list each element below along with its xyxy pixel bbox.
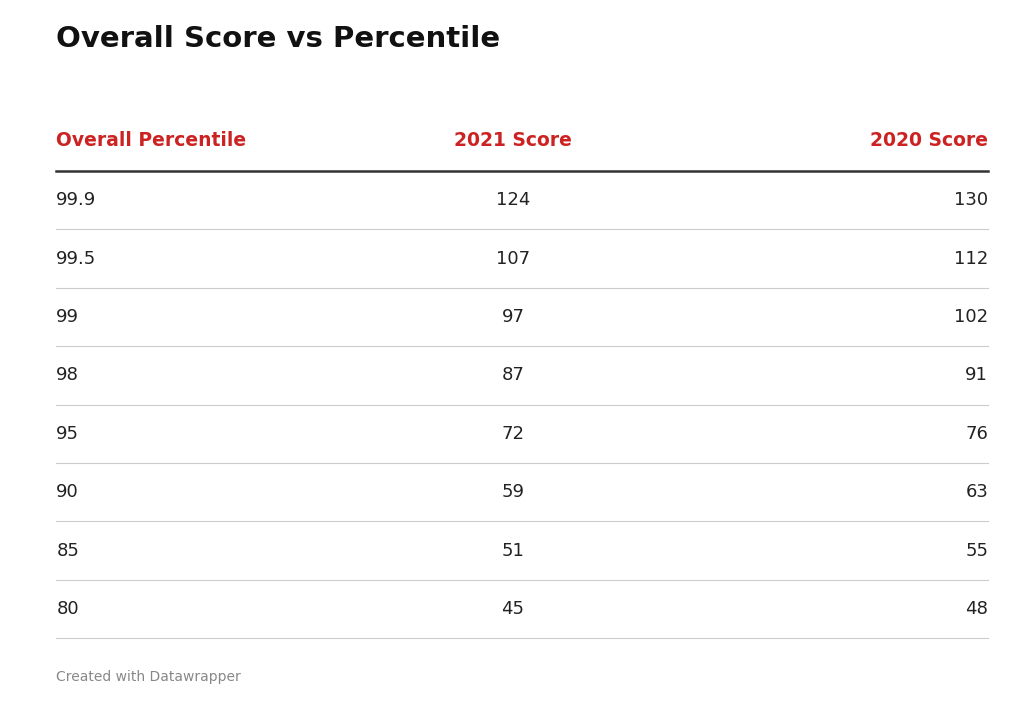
Text: 97: 97 [502, 308, 524, 326]
Text: 72: 72 [502, 425, 524, 443]
Text: 102: 102 [954, 308, 988, 326]
Text: 2020 Score: 2020 Score [870, 131, 988, 150]
Text: 48: 48 [966, 600, 988, 618]
Text: 90: 90 [56, 483, 79, 501]
Text: 55: 55 [966, 542, 988, 560]
Text: 91: 91 [966, 366, 988, 384]
Text: 87: 87 [502, 366, 524, 384]
Text: Created with Datawrapper: Created with Datawrapper [56, 670, 241, 684]
Text: 80: 80 [56, 600, 79, 618]
Text: 98: 98 [56, 366, 79, 384]
Text: 124: 124 [496, 191, 530, 210]
Text: 107: 107 [496, 250, 530, 267]
Text: 59: 59 [502, 483, 524, 501]
Text: 63: 63 [966, 483, 988, 501]
Text: 99.9: 99.9 [56, 191, 96, 210]
Text: 51: 51 [502, 542, 524, 560]
Text: 112: 112 [954, 250, 988, 267]
Text: 130: 130 [954, 191, 988, 210]
Text: 99: 99 [56, 308, 79, 326]
Text: Overall Percentile: Overall Percentile [56, 131, 247, 150]
Text: 85: 85 [56, 542, 79, 560]
Text: 99.5: 99.5 [56, 250, 96, 267]
Text: 76: 76 [966, 425, 988, 443]
Text: Overall Score vs Percentile: Overall Score vs Percentile [56, 25, 501, 53]
Text: 45: 45 [502, 600, 524, 618]
Text: 95: 95 [56, 425, 79, 443]
Text: 2021 Score: 2021 Score [454, 131, 571, 150]
